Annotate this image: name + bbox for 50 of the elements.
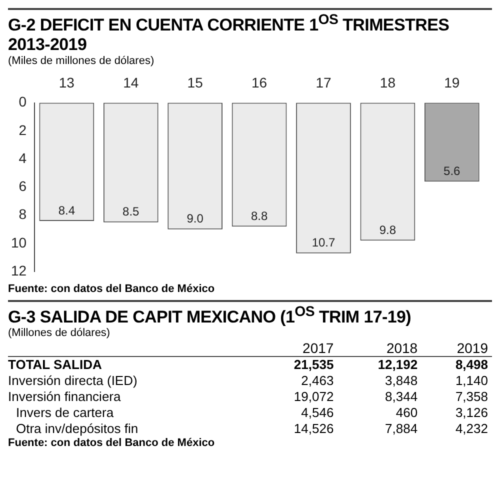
data-label: 8.5 (122, 204, 140, 218)
source-note: Fuente: con datos del Banco de México (8, 437, 216, 450)
x-tick-label: 15 (187, 74, 204, 90)
y-tick-label: 10 (10, 234, 27, 250)
data-label: 8,498 (454, 356, 489, 374)
y-tick-label: 4 (18, 150, 27, 166)
data-label: 3,848 (384, 373, 419, 390)
x-tick-label: 18 (380, 74, 396, 90)
text: (Millones de dólares) (8, 327, 112, 340)
source-note: Fuente: con datos del Banco de México (8, 282, 216, 296)
data-label: 10.7 (312, 235, 336, 250)
data-label: 1,140 (454, 373, 489, 390)
text: Inversión directa (IED) (8, 373, 138, 390)
text: Inversión financiera (8, 389, 122, 406)
data-label: 4,232 (454, 421, 489, 438)
category-label: 2018 (385, 340, 419, 357)
data-label: 8.8 (250, 208, 268, 223)
data-label: 14,526 (292, 421, 335, 438)
chart-title: G-2 DEFICIT EN CUENTA CORRIENTE 1$^{OS}$ TRIMESTRES 2013-2019 (8, 12, 450, 54)
data-label: 12,192 (376, 356, 419, 374)
data-label: 3,126 (454, 405, 489, 422)
y-tick-label: 0 (18, 93, 27, 110)
data-label: 7,884 (384, 421, 419, 438)
data-label: 4,546 (300, 405, 335, 422)
x-tick-label: 17 (316, 74, 332, 90)
y-tick-label: 12 (10, 262, 27, 278)
data-label: 8,344 (384, 389, 419, 406)
data-label: 5.6 (444, 164, 461, 178)
y-tick-label: 2 (18, 121, 27, 138)
data-label: 2,463 (300, 373, 335, 390)
x-tick-label: 19 (444, 74, 460, 90)
data-label: 21,535 (292, 356, 335, 374)
data-label: 8.4 (58, 202, 76, 217)
text: Otra inv/depósitos fin (15, 421, 140, 438)
text: Invers de cartera (15, 405, 115, 422)
x-tick-label: 13 (58, 74, 75, 90)
y-axis-title: (Miles de millones de dólares) (8, 54, 156, 68)
x-tick-label: 16 (251, 74, 268, 90)
data-label: 460 (394, 405, 419, 422)
data-label: 9.8 (379, 222, 396, 237)
category-label: 2017 (302, 340, 335, 357)
data-label: 19,072 (292, 389, 335, 406)
y-tick-label: 6 (18, 178, 27, 194)
y-tick-label: 8 (18, 206, 27, 222)
category-label: 2019 (456, 340, 489, 357)
text: G-3 SALIDA DE CAPIT MEXICANO (1$^{OS}$ TRIM 17-19) (8, 300, 492, 326)
data-label: 9.0 (186, 211, 204, 226)
text: TOTAL SALIDA (8, 356, 103, 374)
data-label: 7,358 (454, 389, 489, 406)
x-tick-label: 14 (123, 74, 139, 90)
